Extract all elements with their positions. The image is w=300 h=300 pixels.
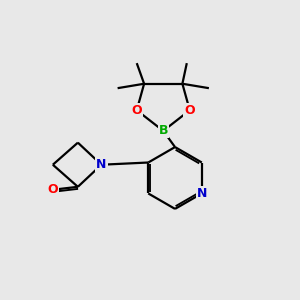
Text: N: N	[196, 187, 207, 200]
Text: B: B	[158, 124, 168, 137]
Text: N: N	[96, 158, 106, 171]
Text: O: O	[184, 104, 195, 117]
Text: O: O	[131, 104, 142, 117]
Text: O: O	[47, 183, 58, 196]
